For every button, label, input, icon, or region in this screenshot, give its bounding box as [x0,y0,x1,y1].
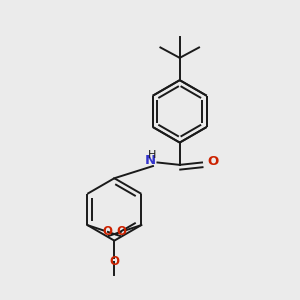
Text: O: O [116,225,126,238]
Text: O: O [109,255,119,268]
Text: H: H [148,150,156,160]
Text: O: O [207,155,219,168]
Text: O: O [102,225,112,238]
Text: N: N [145,154,156,167]
